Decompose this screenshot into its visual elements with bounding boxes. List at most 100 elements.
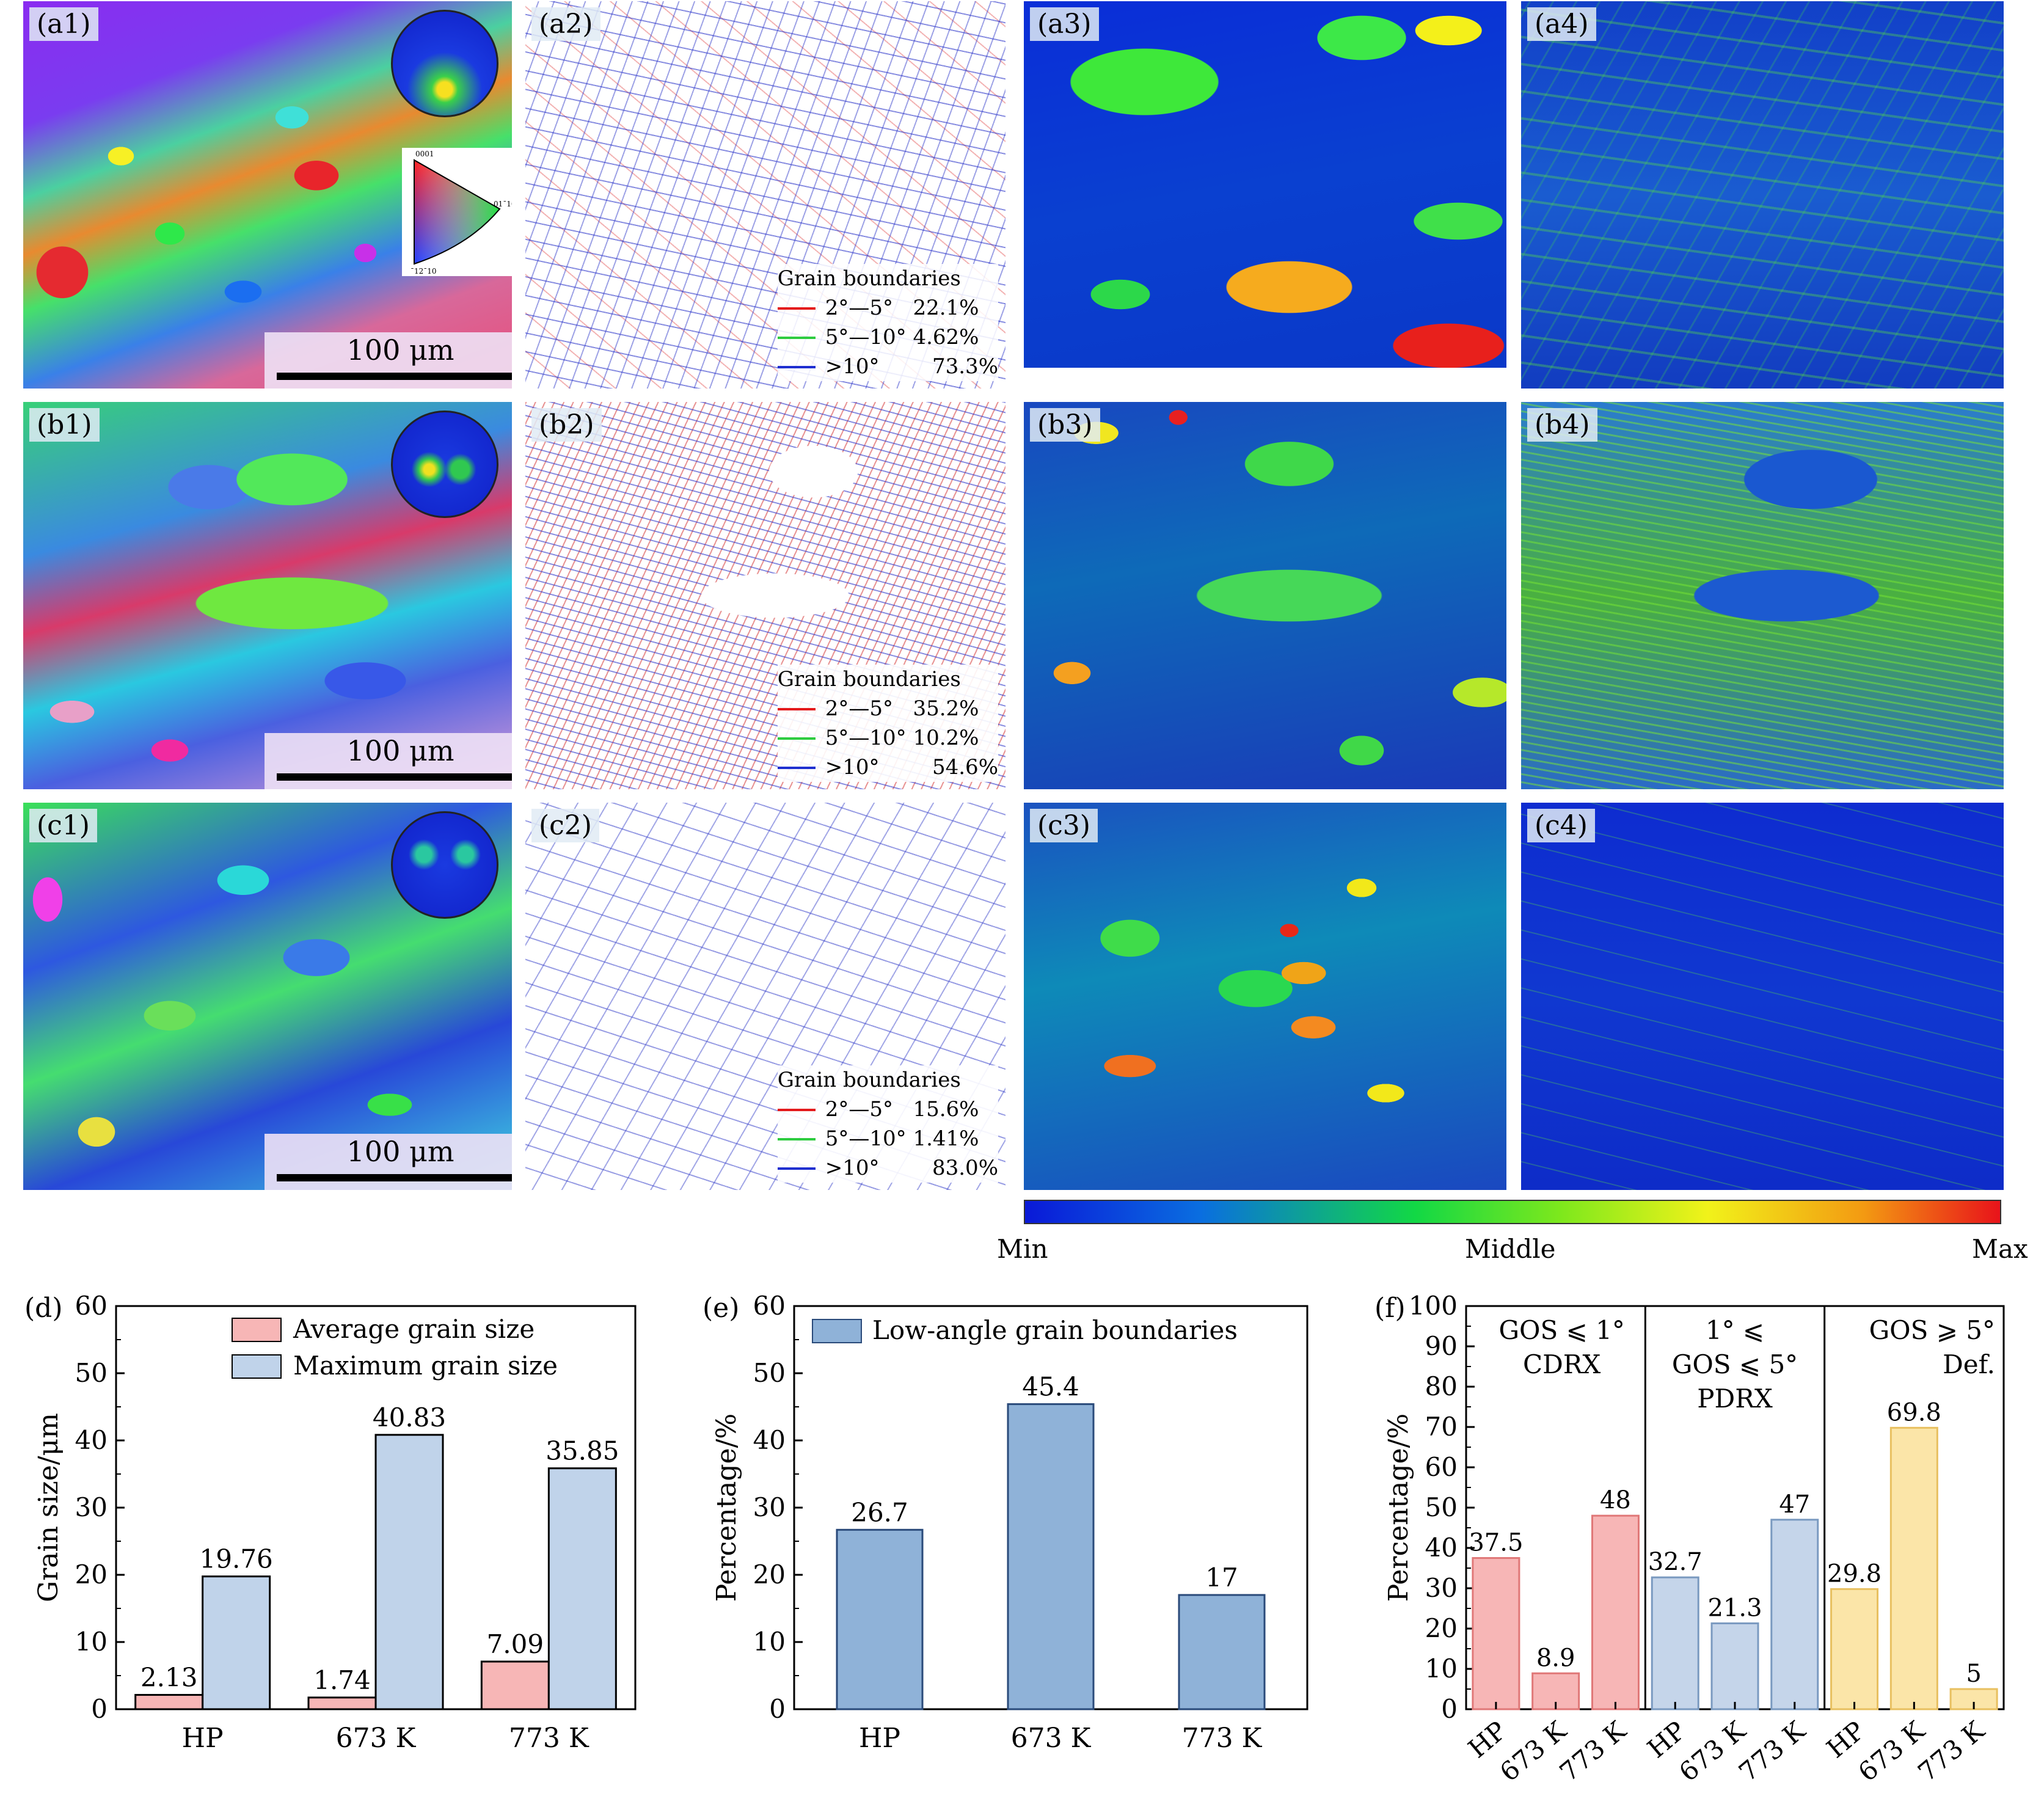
legend-swatch [232, 1318, 282, 1342]
gb-map-b2: (b2) Grain boundaries 2°—5° 35.2% 5°—10°… [525, 402, 1006, 789]
gos-map-a3: (a3) [1024, 1, 1506, 368]
ipf-map-b1: (b1) 100 μm [23, 402, 512, 789]
bar-low-angle [836, 1528, 924, 1710]
y-tick-label: 20 [753, 1560, 786, 1589]
y-tick-label: 50 [1425, 1492, 1458, 1522]
panel-label-b3: (b3) [1030, 408, 1100, 442]
x-tick-label: HP [859, 1723, 900, 1754]
bar-average [134, 1694, 204, 1710]
y-tick-label: 20 [75, 1560, 108, 1589]
y-tick-label: 0 [769, 1694, 786, 1724]
gb-map-a2: (a2) Grain boundaries 2°—5° 22.1% 5°—10°… [525, 1, 1006, 389]
x-tick-label: 673 K [1853, 1715, 1931, 1787]
gb-legend-b: Grain boundaries 2°—5° 35.2% 5°—10° 10.2… [777, 665, 998, 782]
chart-d-grain-size: 0 10 20 30 40 50 60 Grain size/μm (d) HP 2.13 19.76… [24, 1291, 637, 1754]
y-tick-label: 20 [1425, 1613, 1458, 1643]
gb-row-value: 73.3% [932, 354, 998, 379]
gb-row-value: 35.2% [913, 696, 979, 721]
y-tick-label: 80 [1425, 1371, 1458, 1401]
gb-row-value: 54.6% [932, 755, 998, 779]
gb-row-range: 2°—5° [825, 1097, 894, 1122]
panel-label-a2: (a2) [531, 7, 600, 41]
x-tick-label: HP [182, 1723, 224, 1754]
x-tick-label: 773 K [1554, 1715, 1632, 1787]
gos-map-c3: (c3) [1024, 803, 1506, 1190]
panel-label-c2: (c2) [531, 809, 599, 842]
panel-label-c4: (c4) [1527, 809, 1595, 842]
gb-legend-c: Grain boundaries 2°—5° 15.6% 5°—10° 1.41… [777, 1065, 998, 1183]
gb-row-range: >10° [825, 354, 880, 379]
y-tick-label: 60 [1425, 1452, 1458, 1482]
kam-map-a4: (a4) [1521, 1, 2004, 389]
y-tick-label: 30 [1425, 1573, 1458, 1603]
legend-label: Maximum grain size [293, 1351, 558, 1381]
legend-swatch [232, 1354, 282, 1379]
bar-value-label: 69.8 [1887, 1398, 1941, 1426]
bar-gos [1770, 1519, 1819, 1710]
pole-figure-a1 [391, 10, 498, 117]
y-tick-label: 50 [75, 1358, 108, 1388]
bar-value-label: 47 [1779, 1491, 1810, 1519]
bar-gos [1710, 1622, 1759, 1710]
ipf-label-bottom: ¯12¯10 [411, 267, 437, 276]
y-tick-label: 100 [1409, 1291, 1458, 1321]
bar-gos [1651, 1576, 1699, 1710]
gb-row-range: >10° [825, 1156, 880, 1180]
gb-map-c2: (c2) Grain boundaries 2°—5° 15.6% 5°—10°… [525, 803, 1006, 1190]
x-tick-label: 773 K [509, 1723, 589, 1754]
gb-row-range: 2°—5° [825, 296, 894, 320]
group-label: 1° ⩽ [1706, 1315, 1764, 1345]
panel-label-b1: (b1) [29, 408, 100, 442]
group-label: PDRX [1697, 1384, 1773, 1414]
ipf-map-a1: (a1) 0001 01¯10 ¯12¯10 100 μm [23, 1, 512, 389]
colorbar-middle-label: Middle [1465, 1234, 1556, 1264]
y-tick-label: 60 [75, 1291, 108, 1321]
legend-label: Low-angle grain boundaries [872, 1315, 1238, 1345]
ipf-label-top: 0001 [415, 150, 434, 158]
kam-map-b4: (b4) [1521, 402, 2004, 789]
bar-value-label: 2.13 [141, 1663, 198, 1693]
y-axis-label: Percentage/% [1383, 1414, 1414, 1602]
bar-value-label: 19.76 [200, 1544, 273, 1574]
gb-row-value: 15.6% [913, 1097, 979, 1122]
panel-label: (f) [1374, 1293, 1406, 1324]
y-tick-label: 0 [91, 1694, 108, 1724]
bar-low-angle [1178, 1594, 1266, 1710]
gb-row-value: 1.41% [913, 1126, 979, 1151]
gb-row-range: 5°—10° [825, 325, 907, 349]
bar-gos [1889, 1426, 1938, 1710]
bar-average [480, 1660, 550, 1710]
y-tick-label: 30 [75, 1492, 108, 1522]
scale-bar-b1: 100 μm [265, 733, 512, 789]
panel-label-b4: (b4) [1527, 408, 1597, 442]
gb-row-range: 2°—5° [825, 696, 894, 721]
panel-label-b2: (b2) [531, 408, 602, 442]
panel-label-c1: (c1) [29, 809, 97, 842]
panel-label: (d) [24, 1293, 63, 1324]
scale-bar-a1: 100 μm [265, 332, 512, 389]
y-tick-label: 70 [1425, 1412, 1458, 1442]
bar-value-label: 29.8 [1827, 1560, 1882, 1588]
y-tick-label: 90 [1425, 1331, 1458, 1361]
bar-low-angle [1007, 1403, 1095, 1710]
chart-e-low-angle: 0 10 20 30 40 50 60 Percentage/% (e) HP 26.7 673 K 4… [703, 1291, 1309, 1754]
bar-value-label: 40.83 [373, 1403, 446, 1432]
gb-row-value: 4.62% [913, 325, 979, 349]
bar-value-label: 37.5 [1469, 1529, 1523, 1557]
bar-value-label: 5 [1966, 1660, 1981, 1688]
bar-value-label: 8.9 [1536, 1644, 1575, 1672]
y-tick-label: 10 [75, 1627, 108, 1657]
gb-legend-title: Grain boundaries [777, 266, 961, 291]
panel-label-a3: (a3) [1030, 7, 1099, 41]
x-tick-label: 673 K [1673, 1715, 1751, 1787]
kam-map-c4: (c4) [1521, 803, 2004, 1190]
y-tick-label: 60 [753, 1291, 786, 1321]
bar-maximum [202, 1575, 271, 1710]
bar-maximum [374, 1434, 444, 1710]
bar-value-label: 1.74 [313, 1665, 371, 1695]
y-tick-label: 40 [1425, 1533, 1458, 1563]
gb-row-value: 22.1% [913, 296, 979, 320]
panel-label-c3: (c3) [1030, 809, 1098, 842]
group-label: GOS ⩽ 5° [1672, 1349, 1798, 1379]
gb-legend-title: Grain boundaries [777, 1068, 961, 1092]
